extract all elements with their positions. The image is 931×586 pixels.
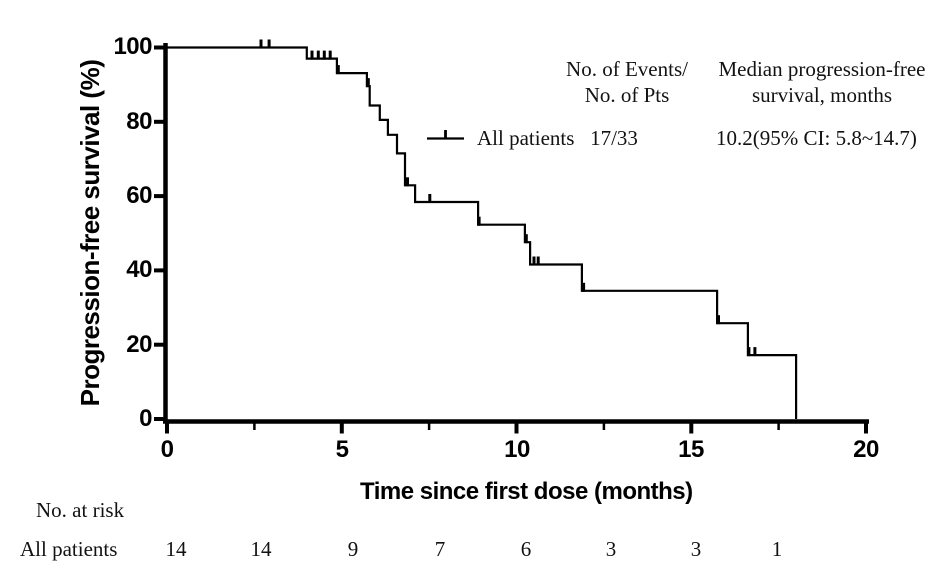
- events-header-line1: No. of Events/: [566, 57, 688, 81]
- y-tick-label-40: 40: [126, 256, 152, 283]
- legend-series-label: All patients: [477, 126, 575, 150]
- y-tick-label-60: 60: [126, 182, 152, 209]
- y-axis-title: Progression-free survival (%): [75, 59, 105, 407]
- events-header-line2: No. of Pts: [584, 83, 670, 107]
- risk-count-3: 7: [434, 537, 446, 561]
- risk-table-title: No. at risk: [36, 498, 125, 522]
- x-tick-label-10: 10: [504, 436, 530, 463]
- y-tick-label-0: 0: [139, 405, 152, 432]
- risk-count-0: 14: [165, 537, 187, 561]
- x-tick-label-15: 15: [678, 436, 704, 463]
- median-value: 10.2(95% CI: 5.8~14.7): [716, 126, 917, 150]
- y-tick-label-100: 100: [113, 33, 152, 60]
- x-axis-title: Time since first dose (months): [360, 478, 693, 505]
- y-tick-label-80: 80: [126, 108, 152, 135]
- events-column-header: No. of Events/ No. of Pts: [527, 56, 727, 108]
- risk-count-4: 6: [520, 537, 532, 561]
- x-tick-label-0: 0: [160, 436, 174, 463]
- x-tick-label-20: 20: [853, 436, 879, 463]
- risk-count-5: 3: [605, 537, 617, 561]
- risk-count-6: 3: [690, 537, 702, 561]
- events-value: 17/33: [590, 126, 638, 150]
- survival-step-curve: [167, 46, 798, 419]
- y-tick-label-20: 20: [126, 331, 152, 358]
- risk-count-1: 14: [250, 537, 272, 561]
- median-header-line1: Median progression-free: [718, 57, 926, 81]
- risk-count-7: 1: [771, 537, 783, 561]
- risk-count-2: 9: [347, 537, 359, 561]
- risk-table-row-label: All patients: [20, 537, 118, 561]
- median-column-header: Median progression-free survival, months: [712, 56, 931, 108]
- x-tick-label-5: 5: [335, 436, 349, 463]
- median-header-line2: survival, months: [752, 83, 892, 107]
